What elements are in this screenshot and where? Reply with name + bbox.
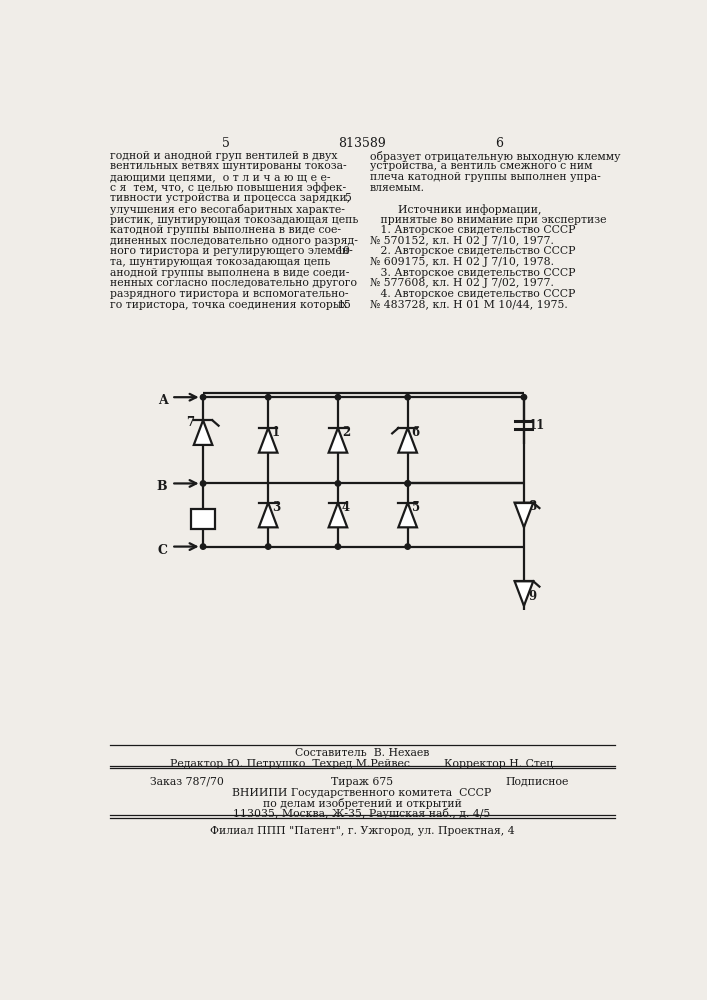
Text: A: A — [158, 394, 168, 407]
Text: 6: 6 — [495, 137, 503, 150]
Text: вляемым.: вляемым. — [370, 183, 425, 193]
Text: 3: 3 — [272, 501, 280, 514]
Text: 15: 15 — [337, 300, 351, 310]
Text: № 483728, кл. Н 01 М 10/44, 1975.: № 483728, кл. Н 01 М 10/44, 1975. — [370, 300, 568, 310]
Text: 10: 10 — [195, 513, 211, 524]
Text: улучшения его весогабаритных характе-: улучшения его весогабаритных характе- — [110, 204, 345, 215]
Text: Тираж 675: Тираж 675 — [331, 777, 393, 787]
Bar — [191, 509, 216, 529]
Polygon shape — [398, 503, 417, 527]
Text: № 609175, кл. Н 02 J 7/10, 1978.: № 609175, кл. Н 02 J 7/10, 1978. — [370, 257, 554, 267]
Text: 4. Авторское свидетельство СССР: 4. Авторское свидетельство СССР — [370, 289, 575, 299]
Text: годной и анодной груп вентилей в двух: годной и анодной груп вентилей в двух — [110, 151, 337, 161]
Text: Источники информации,: Источники информации, — [370, 204, 541, 215]
Text: 11: 11 — [529, 419, 545, 432]
Text: образует отрицательную выходную клемму: образует отрицательную выходную клемму — [370, 151, 620, 162]
Text: принятые во внимание при экспертизе: принятые во внимание при экспертизе — [370, 215, 606, 225]
Text: № 570152, кл. Н 02 J 7/10, 1977.: № 570152, кл. Н 02 J 7/10, 1977. — [370, 236, 554, 246]
Text: 3. Авторское свидетельство СССР: 3. Авторское свидетельство СССР — [370, 268, 575, 278]
Polygon shape — [329, 503, 347, 527]
Text: Корректор Н. Стец: Корректор Н. Стец — [444, 759, 554, 769]
Text: 1. Авторское свидетельство СССР: 1. Авторское свидетельство СССР — [370, 225, 575, 235]
Text: 2: 2 — [341, 426, 350, 439]
Text: плеча катодной группы выполнен упра-: плеча катодной группы выполнен упра- — [370, 172, 600, 182]
Text: C: C — [158, 544, 168, 556]
Text: та, шунтирующая токозадающая цепь: та, шунтирующая токозадающая цепь — [110, 257, 330, 267]
Text: катодной группы выполнена в виде сое-: катодной группы выполнена в виде сое- — [110, 225, 341, 235]
Text: по делам изобретений и открытий: по делам изобретений и открытий — [262, 798, 462, 809]
Text: № 577608, кл. Н 02 J 7/02, 1977.: № 577608, кл. Н 02 J 7/02, 1977. — [370, 278, 554, 288]
Text: анодной группы выполнена в виде соеди-: анодной группы выполнена в виде соеди- — [110, 268, 349, 278]
Polygon shape — [515, 581, 533, 606]
Circle shape — [405, 544, 410, 549]
Text: 9: 9 — [529, 590, 537, 603]
Text: 5: 5 — [411, 501, 420, 514]
Circle shape — [335, 395, 341, 400]
Text: го тиристора, точка соединения которых: го тиристора, точка соединения которых — [110, 300, 348, 310]
Circle shape — [335, 544, 341, 549]
Text: 813589: 813589 — [338, 137, 386, 150]
Polygon shape — [515, 503, 533, 527]
Text: разрядного тиристора и вспомогательно-: разрядного тиристора и вспомогательно- — [110, 289, 349, 299]
Text: вентильных ветвях шунтированы токоза-: вентильных ветвях шунтированы токоза- — [110, 161, 346, 171]
Polygon shape — [398, 428, 417, 453]
Text: ристик, шунтирующая токозадающая цепь: ристик, шунтирующая токозадающая цепь — [110, 215, 358, 225]
Text: 6: 6 — [411, 426, 420, 439]
Text: Редактор Ю. Петрушко  Техред М.Рейвес: Редактор Ю. Петрушко Техред М.Рейвес — [170, 759, 409, 769]
Polygon shape — [329, 428, 347, 453]
Text: 7: 7 — [186, 416, 194, 429]
Circle shape — [405, 395, 410, 400]
Text: 10: 10 — [337, 246, 351, 256]
Circle shape — [265, 544, 271, 549]
Text: 2. Авторское свидетельство СССР: 2. Авторское свидетельство СССР — [370, 246, 575, 256]
Text: 4: 4 — [341, 501, 350, 514]
Circle shape — [335, 481, 341, 486]
Circle shape — [521, 395, 527, 400]
Text: 8: 8 — [529, 500, 537, 513]
Text: ВНИИПИ Государственного комитета  СССР: ВНИИПИ Государственного комитета СССР — [233, 788, 491, 798]
Text: 5: 5 — [221, 137, 230, 150]
Polygon shape — [194, 420, 212, 445]
Circle shape — [405, 481, 410, 486]
Text: ного тиристора и регулирующего элемен-: ного тиристора и регулирующего элемен- — [110, 246, 353, 256]
Text: 5: 5 — [344, 193, 351, 203]
Text: Заказ 787/70: Заказ 787/70 — [151, 777, 224, 787]
Circle shape — [200, 544, 206, 549]
Text: Подписное: Подписное — [506, 777, 569, 787]
Circle shape — [405, 481, 410, 486]
Circle shape — [200, 395, 206, 400]
Text: 113035, Москва, Ж-35, Раушская наб., д. 4/5: 113035, Москва, Ж-35, Раушская наб., д. … — [233, 808, 491, 819]
Polygon shape — [259, 428, 277, 453]
Circle shape — [200, 481, 206, 486]
Text: тивности устройства и процесса зарядки,: тивности устройства и процесса зарядки, — [110, 193, 351, 203]
Text: диненных последовательно одного разряд-: диненных последовательно одного разряд- — [110, 236, 358, 246]
Text: B: B — [157, 480, 168, 493]
Text: ненных согласно последовательно другого: ненных согласно последовательно другого — [110, 278, 357, 288]
Text: 1: 1 — [272, 426, 280, 439]
Circle shape — [265, 395, 271, 400]
Text: Составитель  В. Нехаев: Составитель В. Нехаев — [295, 748, 429, 758]
Text: устройства, а вентиль смежного с ним: устройства, а вентиль смежного с ним — [370, 161, 592, 171]
Polygon shape — [259, 503, 277, 527]
Text: с я  тем, что, с целью повышения эффек-: с я тем, что, с целью повышения эффек- — [110, 183, 346, 193]
Text: дающими цепями,  о т л и ч а ю щ е е-: дающими цепями, о т л и ч а ю щ е е- — [110, 172, 331, 182]
Text: Филиал ППП "Патент", г. Ужгород, ул. Проектная, 4: Филиал ППП "Патент", г. Ужгород, ул. Про… — [210, 826, 514, 836]
